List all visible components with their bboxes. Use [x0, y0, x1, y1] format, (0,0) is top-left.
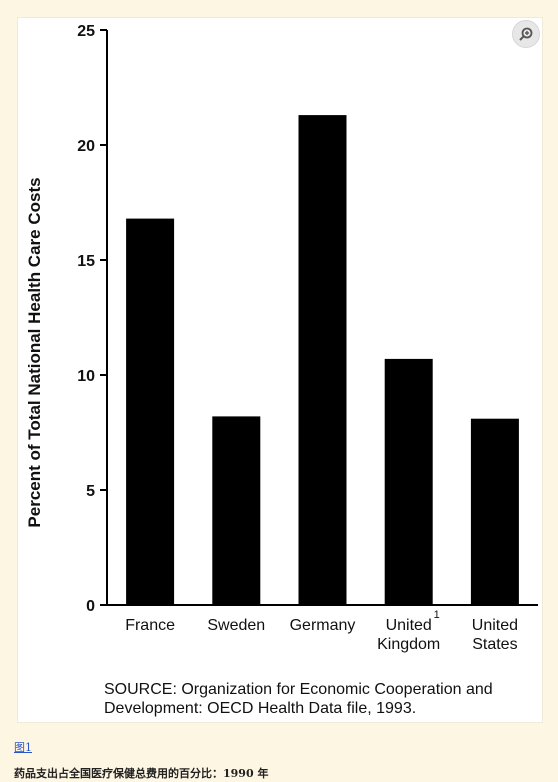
y-tick-label-15: 15: [77, 253, 95, 270]
source-line-1: SOURCE: Organization for Economic Cooper…: [104, 681, 493, 698]
bar-chart: 0 5 10 15 20 25 Percent of Total National Heal…: [25, 23, 538, 653]
bar-0: [126, 218, 175, 605]
y-axis-title: Percent of Total National Health Care Co…: [25, 177, 44, 527]
category-label-1-line-0: Sweden: [207, 617, 265, 634]
bar-2: [298, 115, 347, 605]
category-label-4-line-0: United: [472, 617, 518, 634]
figure-container: 0 5 10 15 20 25 Percent of Total National Heal…: [17, 17, 543, 723]
category-label-3-line-0: United: [386, 617, 432, 634]
category-footnote-3: 1: [434, 609, 440, 621]
source-note: SOURCE: Organization for Economic Cooper…: [104, 680, 493, 718]
y-tick-label-20: 20: [77, 138, 95, 155]
y-tick-label-0: 0: [86, 598, 95, 615]
source-line-2: Development: OECD Health Data file, 1993…: [104, 700, 417, 717]
figure-link[interactable]: 图1: [14, 741, 32, 754]
bar-3: [384, 358, 433, 605]
category-label-3-line-1: Kingdom: [377, 636, 440, 653]
figure-caption: 药品支出占全国医疗保健总费用的百分比：1990 年: [14, 767, 269, 780]
category-label-4-line-1: States: [472, 636, 517, 653]
bar-4: [470, 418, 519, 605]
zoom-in-icon: [519, 27, 533, 41]
y-tick-label-25: 25: [77, 23, 95, 40]
y-tick-label-10: 10: [77, 368, 95, 385]
zoom-button[interactable]: [512, 20, 540, 48]
category-label-0-line-0: France: [125, 617, 175, 634]
y-tick-label-5: 5: [86, 483, 95, 500]
bar-1: [212, 416, 261, 605]
category-label-2-line-0: Germany: [290, 617, 356, 634]
